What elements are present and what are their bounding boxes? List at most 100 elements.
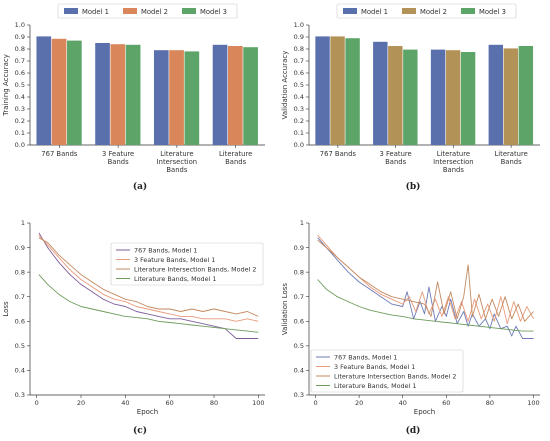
x-tick-label: Bands [225,158,246,166]
legend-box [57,3,238,19]
y-tick-label: 0.8 [294,45,304,53]
x-tick-label: 20 [77,399,85,407]
y-axis-label: Training Accuracy [2,54,10,117]
legend-label: 3 Feature Bands, Model 1 [334,363,415,371]
legend-label: 767 Bands, Model 1 [134,246,197,254]
y-axis-label: Validation Loss [281,283,289,335]
panel-label: (c) [133,425,147,436]
x-tick-label: 3 Feature [102,150,134,158]
legend-swatch [64,8,78,14]
y-tick-label: 0.7 [294,293,304,301]
y-tick-label: 0.3 [294,105,304,113]
bar [330,36,345,145]
legend-label: Model 1 [82,8,109,16]
y-tick-label: 0.1 [15,129,25,137]
y-tick-label: 0.2 [15,117,25,125]
bar [503,48,519,145]
panel-label: (b) [406,181,421,192]
y-tick-label: 1 [21,219,25,227]
x-tick-label: 0 [313,399,317,407]
x-tick-label: Intersection [433,158,473,166]
bar [184,51,200,145]
legend-label: 3 Feature Bands, Model 1 [134,256,215,264]
y-tick-label: 0.7 [15,57,25,65]
x-tick-label: 80 [210,399,218,407]
legend-swatch [402,8,416,14]
bar [315,36,330,145]
bar [445,50,461,146]
bar [125,44,141,145]
legend-label: Model 3 [200,8,227,16]
y-tick-label: 0.8 [15,268,25,276]
y-tick-label: 0.9 [15,33,25,41]
y-tick-label: 0.7 [294,57,304,65]
y-tick-label: 0.9 [294,33,304,41]
bar [227,46,243,145]
legend-box [336,3,517,19]
x-tick-label: 20 [355,399,363,407]
x-tick-label: Literature [219,150,252,158]
x-tick-label: 40 [399,399,407,407]
x-axis-label: Epoch [414,408,435,416]
x-tick-label: 100 [527,399,539,407]
legend-label: 767 Bands, Model 1 [334,353,397,361]
legend-label: Literature Intersection Bands, Model 2 [334,372,456,380]
x-tick-label: 60 [166,399,174,407]
bar [518,46,534,145]
legend-label: Literature Bands, Model 1 [134,275,216,283]
x-tick-label: Bands [166,166,187,174]
legend-label: Model 1 [361,8,388,16]
legend-box [310,349,464,393]
x-tick-label: 3 Feature [380,150,412,158]
x-tick-label: 40 [121,399,129,407]
bar [403,49,418,145]
x-tick-label: Intersection [157,158,197,166]
legend-label: Literature Bands, Model 1 [334,382,416,390]
y-tick-label: 0.5 [294,342,304,350]
bar [212,44,228,145]
x-tick-label: Bands [385,158,406,166]
y-tick-label: 0.6 [15,317,25,325]
y-tick-label: 0.4 [15,367,25,375]
legend-label: Model 3 [479,8,506,16]
chart-a: 0.0 0.1 0.2 0.3 0.4 0.5 0.6 0.7 0.8 0.9 1.0 Trainin… [2,3,265,192]
chart-d: 0.3 0.4 0.5 0.6 0.7 0.8 0.9 1 Validation Loss 0 20… [281,219,540,436]
legend-label: Model 2 [420,8,447,16]
x-tick-label: 0 [35,399,39,407]
series-line [317,279,534,332]
bar [488,44,504,145]
bar [95,43,110,145]
x-tick-label: Literature [494,150,527,158]
panel-label: (d) [406,425,421,436]
series-line [38,237,259,317]
x-tick-label: Literature [160,150,193,158]
series-line [317,235,534,325]
y-tick-label: 1.0 [15,21,25,29]
y-tick-label: 0.6 [294,69,304,77]
y-tick-label: 0.2 [294,117,304,125]
y-tick-label: 0.9 [294,244,304,252]
bar [243,47,258,146]
y-tick-label: 0.4 [294,93,304,101]
x-tick-label: 60 [442,399,450,407]
y-tick-label: 0.8 [294,268,304,276]
bar [430,49,446,145]
y-tick-label: 0.5 [15,81,25,89]
y-tick-label: 1 [300,219,304,227]
y-tick-label: 0.1 [294,129,304,137]
y-tick-label: 0.4 [15,93,25,101]
series-line [317,239,534,322]
x-tick-label: Bands [443,166,464,174]
bar [51,38,67,145]
y-tick-label: 0.0 [294,141,304,149]
y-tick-label: 0.0 [15,141,25,149]
bar [153,50,169,146]
legend-swatch [461,8,475,14]
legend-swatch [343,8,357,14]
series-line [38,234,259,322]
y-tick-label: 1.0 [294,21,304,29]
legend-box [110,242,264,286]
panel-label: (a) [133,181,147,192]
y-tick-label: 0.3 [294,391,304,399]
